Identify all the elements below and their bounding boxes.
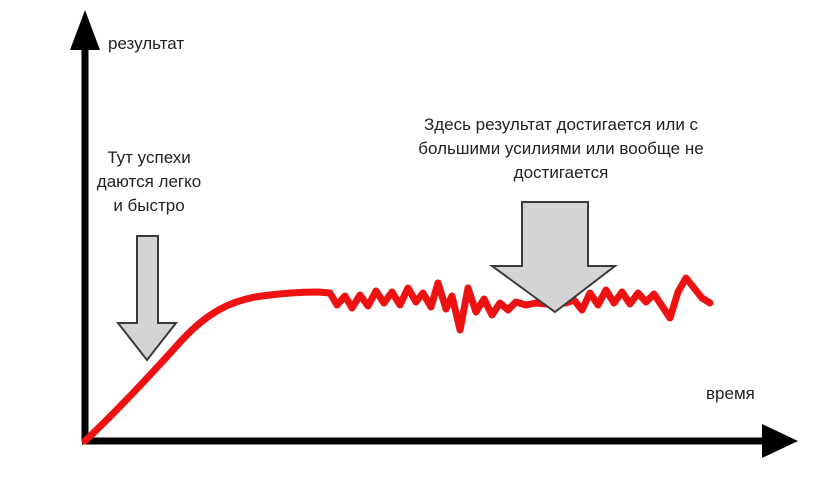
annotation-left-text: Тут успехи даются легко и быстро [96, 148, 202, 216]
progress-curve [81, 274, 714, 445]
down-arrow-right-icon [488, 201, 618, 314]
x-axis-label: время [706, 384, 755, 403]
annotation-right-text: Здесь результат достигается или с больши… [418, 115, 704, 183]
y-axis-label: результат [108, 34, 185, 53]
x-axis-arrowhead-icon [762, 424, 798, 458]
x-axis [82, 424, 798, 458]
down-arrow-left-icon [115, 235, 179, 362]
y-axis [70, 10, 100, 441]
y-axis-arrowhead-icon [70, 10, 100, 50]
